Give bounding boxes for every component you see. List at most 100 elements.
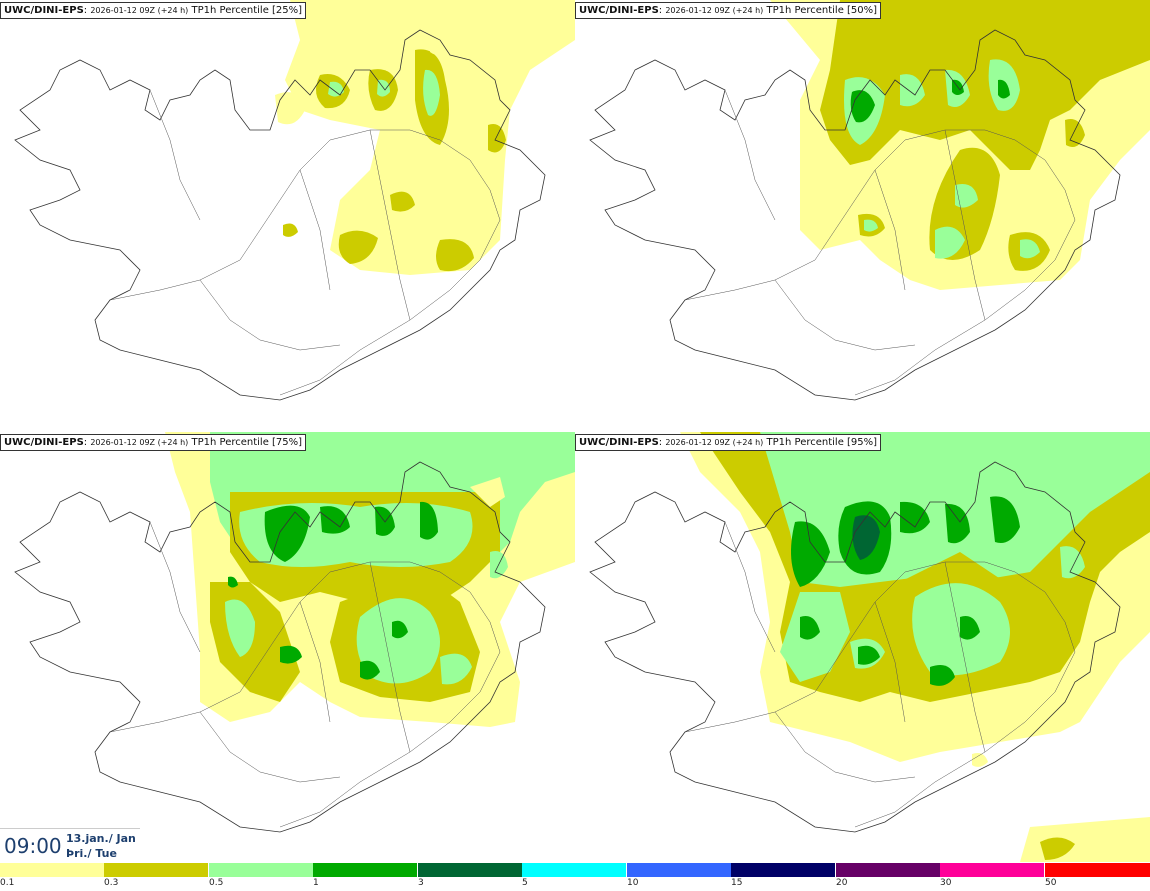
legend-swatch — [940, 863, 1045, 877]
precip-contour — [328, 81, 344, 97]
precip-contour — [423, 69, 440, 116]
legend-swatch — [0, 863, 105, 877]
precip-contour — [864, 219, 878, 232]
road-line — [774, 279, 916, 351]
precip-contour — [930, 664, 955, 686]
precip-contour — [990, 496, 1020, 543]
precip-contour — [225, 599, 255, 657]
precip-contour — [228, 576, 238, 588]
precip-map-p75 — [14, 432, 575, 833]
road-line — [149, 89, 201, 221]
precip-contour — [1020, 817, 1150, 862]
precip-contour — [972, 753, 988, 767]
precip-map-p95 — [589, 432, 1150, 862]
model-name: UWC/DINI-EPS — [4, 5, 84, 16]
legend-tick: 5 — [522, 878, 528, 888]
legend-swatch — [627, 863, 732, 877]
road-line — [109, 561, 501, 828]
run-time: 2026-01-12 09Z (+24 h) — [90, 438, 189, 447]
road-line — [369, 129, 411, 321]
precip-contour — [780, 592, 850, 682]
precip-contour — [800, 616, 820, 640]
precip-contour — [420, 501, 438, 540]
panel-title: UWC/DINI-EPS: 2026-01-12 09Z (+24 h) TP1… — [575, 434, 882, 451]
road-line — [299, 169, 331, 291]
precip-contour — [820, 0, 1150, 170]
color-legend: 0.1 0.3 0.5 1 3 5 10 15 20 30 50 — [0, 862, 1150, 891]
precip-contour — [960, 616, 980, 640]
road-line — [724, 521, 776, 653]
field-name: TP1h Percentile [50%] — [766, 5, 878, 16]
road-line — [944, 129, 986, 321]
road-line — [199, 279, 341, 351]
legend-tick: 50 — [1045, 878, 1057, 888]
precip-contour — [1040, 837, 1075, 860]
road-line — [299, 601, 331, 723]
precip-contour — [858, 645, 880, 665]
legend-swatch — [418, 863, 523, 877]
precip-contour — [900, 501, 930, 534]
coastline — [14, 461, 546, 833]
road-line — [369, 561, 411, 753]
road-line — [109, 129, 501, 396]
precip-contour — [791, 521, 830, 587]
precip-contour — [283, 223, 298, 237]
legend-tick: 0.5 — [209, 878, 224, 888]
panel-title: UWC/DINI-EPS: 2026-01-12 09Z (+24 h) TP1… — [0, 434, 307, 451]
run-time: 2026-01-12 09Z (+24 h) — [90, 6, 189, 15]
precip-contour — [392, 620, 408, 639]
precip-contour — [360, 660, 380, 680]
road-line — [684, 561, 1076, 828]
precip-contour — [390, 191, 415, 212]
road-line — [149, 521, 201, 653]
model-name: UWC/DINI-EPS — [579, 5, 659, 16]
field-name: TP1h Percentile [25%] — [191, 5, 303, 16]
road-line — [944, 561, 986, 753]
model-name: UWC/DINI-EPS — [579, 437, 659, 448]
legend-swatch — [522, 863, 627, 877]
legend-swatch — [1045, 863, 1150, 877]
legend-tick: 15 — [731, 878, 743, 888]
map-panel-p50: UWC/DINI-EPS: 2026-01-12 09Z (+24 h) TP1… — [575, 0, 1150, 430]
legend-tick: 0.3 — [104, 878, 119, 888]
road-line — [199, 711, 341, 783]
legend-tick: 20 — [836, 878, 848, 888]
precip-contour — [280, 645, 302, 664]
precip-contour — [1105, 610, 1120, 627]
precip-contour — [338, 230, 378, 264]
valid-clock: 09:00 — [4, 834, 62, 858]
field-name: TP1h Percentile [95%] — [766, 437, 878, 448]
coastline — [589, 29, 1121, 401]
field-name: TP1h Percentile [75%] — [191, 437, 303, 448]
precip-contour — [470, 477, 505, 507]
precip-contour — [945, 503, 970, 544]
legend-swatch — [731, 863, 836, 877]
precip-contour — [935, 226, 965, 259]
precip-contour — [488, 124, 506, 153]
legend-swatch — [104, 863, 209, 877]
legend-tick: 3 — [418, 878, 424, 888]
precip-contour — [436, 239, 474, 272]
legend-swatch — [313, 863, 418, 877]
road-line — [774, 711, 916, 783]
map-panel-p75: UWC/DINI-EPS: 2026-01-12 09Z (+24 h) TP1… — [0, 432, 575, 862]
precip-contour — [356, 598, 440, 684]
map-panel-p25: UWC/DINI-EPS: 2026-01-12 09Z (+24 h) TP1… — [0, 0, 575, 430]
precip-contour — [440, 653, 472, 685]
valid-date-line2: Þri./ Tue — [66, 847, 117, 860]
coastline — [14, 29, 546, 401]
legend-swatch — [209, 863, 314, 877]
road-line — [874, 601, 906, 723]
precip-map-p50 — [589, 0, 1150, 401]
legend-tick: 10 — [627, 878, 639, 888]
legend-tick: 1 — [313, 878, 319, 888]
precip-contour — [375, 506, 395, 536]
precip-contour — [320, 506, 350, 534]
run-time: 2026-01-12 09Z (+24 h) — [665, 438, 764, 447]
run-time: 2026-01-12 09Z (+24 h) — [665, 6, 764, 15]
map-panel-p95: UWC/DINI-EPS: 2026-01-12 09Z (+24 h) TP1… — [575, 432, 1150, 862]
valid-time-box: 09:00 13.jan./ Jan Þri./ Tue — [0, 828, 140, 863]
legend-tick: 0.1 — [0, 878, 15, 888]
precip-contour — [880, 150, 935, 200]
valid-date-line1: 13.jan./ Jan — [66, 832, 136, 845]
